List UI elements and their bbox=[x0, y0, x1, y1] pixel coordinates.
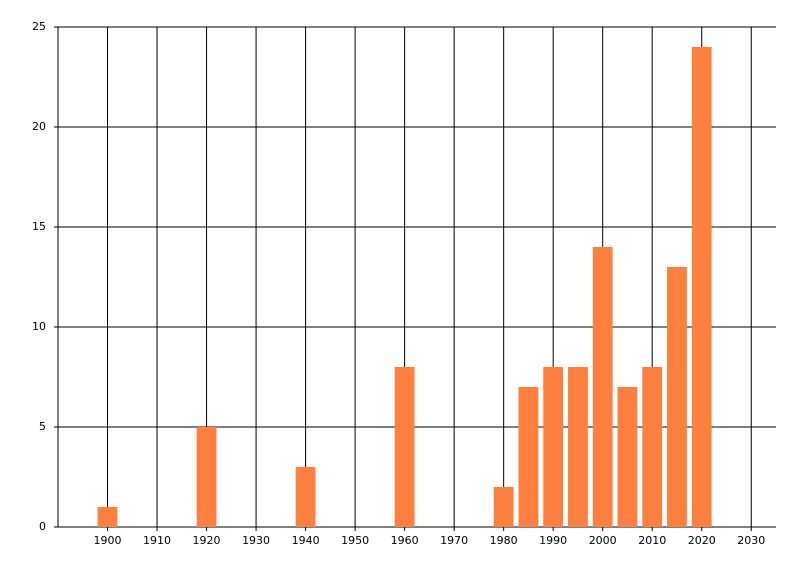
y-tick-label: 10 bbox=[32, 320, 46, 333]
bar bbox=[518, 387, 539, 527]
bar bbox=[97, 507, 118, 527]
x-tick-label: 2020 bbox=[688, 534, 716, 547]
bar bbox=[691, 47, 712, 527]
x-tick-label: 1920 bbox=[193, 534, 221, 547]
y-tick-label: 0 bbox=[39, 520, 46, 533]
x-tick-label: 1930 bbox=[242, 534, 270, 547]
bar bbox=[642, 367, 663, 527]
bar bbox=[592, 247, 613, 527]
x-tick-label: 1910 bbox=[143, 534, 171, 547]
x-tick-label: 1980 bbox=[490, 534, 518, 547]
x-tick-label: 1940 bbox=[292, 534, 320, 547]
x-tick-label: 2010 bbox=[638, 534, 666, 547]
y-tick-label: 25 bbox=[32, 20, 46, 33]
bar bbox=[493, 487, 514, 527]
y-tick-label: 20 bbox=[32, 120, 46, 133]
x-tick-label: 1990 bbox=[539, 534, 567, 547]
bar bbox=[617, 387, 638, 527]
bar bbox=[568, 367, 588, 527]
x-tick-label: 1950 bbox=[341, 534, 369, 547]
bar bbox=[543, 367, 564, 527]
y-tick-label: 15 bbox=[32, 220, 46, 233]
bar bbox=[295, 467, 316, 527]
x-tick-label: 2030 bbox=[737, 534, 765, 547]
x-tick-label: 1960 bbox=[391, 534, 419, 547]
bar bbox=[394, 367, 415, 527]
x-tick-label: 1970 bbox=[440, 534, 468, 547]
bar bbox=[196, 427, 217, 527]
y-tick-label: 5 bbox=[39, 420, 46, 433]
x-tick-label: 2000 bbox=[589, 534, 617, 547]
bar bbox=[667, 267, 687, 527]
x-tick-label: 1900 bbox=[94, 534, 122, 547]
